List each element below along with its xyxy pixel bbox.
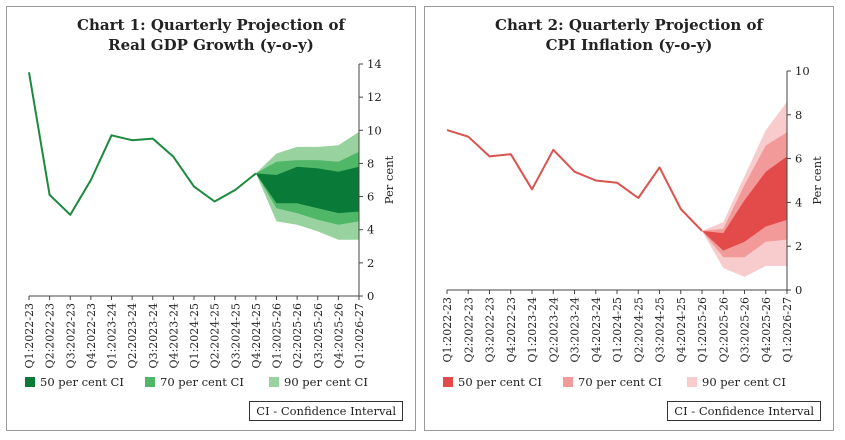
legend-label-50: 50 per cent CI <box>40 375 124 389</box>
legend-label-90: 90 per cent CI <box>702 375 786 389</box>
x-tick-label: Q4:2025-26 <box>332 303 345 368</box>
cpi-chart-panel: Chart 2: Quarterly Projection of CPI Inf… <box>424 6 834 431</box>
x-tick-label: Q1:2026-27 <box>353 303 366 368</box>
x-tick-label: Q2:2023-24 <box>547 297 560 362</box>
x-tick-label: Q3:2022-23 <box>64 303 77 368</box>
x-tick-label: Q2:2024-25 <box>209 303 222 368</box>
legend-label-70: 70 per cent CI <box>578 375 662 389</box>
x-tick-label: Q1:2022-23 <box>441 297 454 362</box>
y-tick-label: 2 <box>795 239 802 253</box>
y-tick-label: 14 <box>367 57 382 71</box>
ci-band-50 <box>255 166 359 214</box>
legend: 50 per cent CI 70 per cent CI 90 per cen… <box>21 375 411 393</box>
legend-swatch-50 <box>443 377 453 387</box>
y-tick-label: 0 <box>795 283 802 297</box>
legend-item-90: 90 per cent CI <box>269 375 368 389</box>
actual-series-line <box>446 129 703 232</box>
x-tick-label: Q1:2023-24 <box>526 297 539 362</box>
x-tick-label: Q4:2024-25 <box>250 303 263 368</box>
legend-item-50: 50 per cent CI <box>443 375 542 389</box>
x-tick-label: Q2:2022-23 <box>44 303 57 368</box>
x-tick-label: Q4:2023-24 <box>167 303 180 368</box>
legend-label-50: 50 per cent CI <box>458 375 542 389</box>
legend: 50 per cent CI 70 per cent CI 90 per cen… <box>439 375 829 393</box>
cpi-chart-svg: 0 2 4 6 8 10 Per cent Q1:2022-23 Q2:2022-23 Q3:20… <box>441 64 824 362</box>
actual-series-line <box>28 72 257 216</box>
legend-item-90: 90 per cent CI <box>687 375 786 389</box>
legend-swatch-70 <box>145 377 155 387</box>
ci-note: CI - Confidence Interval <box>667 401 821 421</box>
legend-item-70: 70 per cent CI <box>563 375 662 389</box>
ci-note: CI - Confidence Interval <box>249 401 403 421</box>
y-tick-label: 8 <box>795 108 802 122</box>
legend-swatch-90 <box>687 377 697 387</box>
chart-title-line-2: Real GDP Growth (y-o-y) <box>108 36 314 54</box>
legend-swatch-70 <box>563 377 573 387</box>
y-tick-label: 6 <box>367 190 374 204</box>
legend-swatch-50 <box>25 377 35 387</box>
x-tick-label: Q4:2023-24 <box>590 297 603 362</box>
y-tick-label: 4 <box>367 223 374 237</box>
y-tick-label: 2 <box>367 256 374 270</box>
x-tick-label: Q2:2023-24 <box>126 303 139 368</box>
x-tick-label: Q3:2023-24 <box>569 297 582 362</box>
y-tick-label: 6 <box>795 152 802 166</box>
chart-title: Chart 1: Quarterly Projection of Real GD… <box>7 15 415 55</box>
x-tick-label: Q3:2023-24 <box>147 303 160 368</box>
y-tick-label: 12 <box>367 90 382 104</box>
y-tick-label: 10 <box>795 64 810 78</box>
chart-title-line-2: CPI Inflation (y-o-y) <box>545 36 713 54</box>
legend-item-50: 50 per cent CI <box>25 375 124 389</box>
x-tick-label: Q1:2023-24 <box>106 303 119 368</box>
x-tick-label: Q4:2022-23 <box>505 297 518 362</box>
legend-swatch-90 <box>269 377 279 387</box>
y-tick-label: 4 <box>795 195 802 209</box>
y-tick-label: 8 <box>367 156 374 170</box>
x-tick-label: Q2:2025-26 <box>717 297 730 362</box>
x-tick-label: Q1:2024-25 <box>188 303 201 368</box>
y-tick-label: 10 <box>367 123 382 137</box>
gdp-chart-panel: Chart 1: Quarterly Projection of Real GD… <box>6 6 416 431</box>
x-tick-label: Q1:2024-25 <box>611 297 624 362</box>
x-tick-label: Q4:2024-25 <box>675 297 688 362</box>
chart-title-line-1: Chart 1: Quarterly Projection of <box>77 16 345 34</box>
x-tick-label: Q4:2022-23 <box>85 303 98 368</box>
x-tick-label: Q3:2025-26 <box>312 303 325 368</box>
x-tick-label: Q1:2022-23 <box>23 303 36 368</box>
x-tick-label: Q1:2025-26 <box>271 303 284 368</box>
chart-title-line-1: Chart 2: Quarterly Projection of <box>495 16 763 34</box>
ci-band-50 <box>702 156 787 251</box>
x-tick-label: Q3:2024-25 <box>654 297 667 362</box>
x-tick-label: Q2:2024-25 <box>632 297 645 362</box>
chart-title: Chart 2: Quarterly Projection of CPI Inf… <box>425 15 833 55</box>
legend-label-90: 90 per cent CI <box>284 375 368 389</box>
x-tick-label: Q1:2026-27 <box>781 297 794 362</box>
y-tick-label: 0 <box>367 289 374 303</box>
x-tick-label: Q3:2025-26 <box>739 297 752 362</box>
x-tick-label: Q4:2025-26 <box>760 297 773 362</box>
y-axis-label: Per cent <box>382 155 396 204</box>
x-tick-label: Q3:2024-25 <box>229 303 242 368</box>
legend-label-70: 70 per cent CI <box>160 375 244 389</box>
legend-item-70: 70 per cent CI <box>145 375 244 389</box>
x-tick-label: Q1:2025-26 <box>696 297 709 362</box>
y-axis-label: Per cent <box>810 156 824 205</box>
x-tick-label: Q2:2022-23 <box>462 297 475 362</box>
x-tick-label: Q3:2022-23 <box>484 297 497 362</box>
gdp-chart-svg: 0 2 4 6 8 10 12 14 Per cent Q1:2022-23 Q2:2022-23 Q… <box>23 57 396 368</box>
x-tick-label: Q2:2025-26 <box>291 303 304 368</box>
